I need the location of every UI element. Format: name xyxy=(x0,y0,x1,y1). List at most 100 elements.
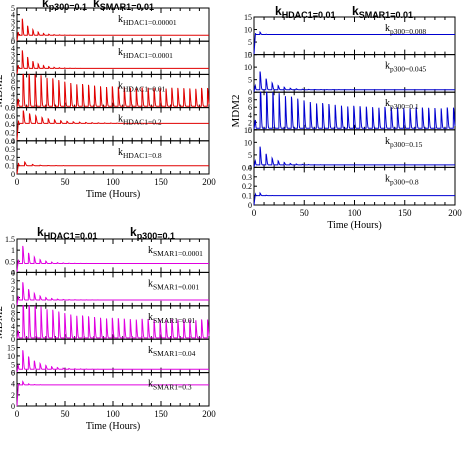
series-label: kHDAC1=0.0001 xyxy=(118,47,173,60)
series-label-subscript: SMAR1=0.001 xyxy=(153,282,199,291)
x-tick-label: 0 xyxy=(15,409,20,419)
x-tick-label: 200 xyxy=(202,409,216,419)
series-label-subscript: p300=0.15 xyxy=(390,140,423,149)
y-axis-label: MDM2 xyxy=(0,306,5,339)
series-label-symbol: k xyxy=(118,14,123,25)
y-tick-label: 2 xyxy=(11,57,15,66)
panel-header-label-subscript: p300=0.1 xyxy=(137,231,175,241)
y-axis-label: MDM2 xyxy=(230,94,242,127)
y-tick-label: 0.2 xyxy=(5,153,15,162)
panel-header-label-subscript: HDAC1=0.01 xyxy=(282,10,336,20)
y-tick-label: 0.4 xyxy=(5,120,15,129)
series-line xyxy=(16,282,209,306)
series-label: kSMAR1=0.04 xyxy=(148,345,196,358)
x-tick-label: 200 xyxy=(202,177,216,187)
series-label-subscript: HDAC1=0.2 xyxy=(123,118,162,127)
series-line xyxy=(16,245,209,273)
y-tick-label: 2 xyxy=(11,97,15,106)
x-tick-label: 0 xyxy=(15,177,20,187)
y-tick-label: 0 xyxy=(11,137,15,146)
y-tick-label: 10 xyxy=(244,138,252,147)
subplot-frame xyxy=(253,129,456,168)
series-label-symbol: k xyxy=(148,278,153,289)
subplot-5: 0 2 4 6 kSMAR1=0.3 xyxy=(11,369,210,411)
y-axis-label: MDM2 xyxy=(0,74,5,107)
panel-header-label-symbol: k xyxy=(37,225,44,239)
y-tick-label: 5 xyxy=(248,151,252,160)
series-label-subscript: p300=0.008 xyxy=(390,27,426,36)
series-label-symbol: k xyxy=(385,61,390,72)
panel-header-label-subscript: SMAR1=0.01 xyxy=(359,10,413,20)
subplot-4: 0 5 10 15 kp300=0.15 xyxy=(244,126,456,172)
y-tick-label: 0 xyxy=(248,126,252,135)
y-tick-label: 0.5 xyxy=(5,257,15,266)
series-line xyxy=(16,350,209,373)
series-label-symbol: k xyxy=(118,114,123,125)
series-line xyxy=(16,305,210,340)
y-tick-label: 0.2 xyxy=(5,129,15,138)
y-tick-label: 3 xyxy=(11,17,15,26)
series-label: kp300=0.15 xyxy=(385,136,423,149)
series-label: kp300=0.008 xyxy=(385,23,426,36)
series-label: kSMAR1=0.001 xyxy=(148,278,199,291)
y-tick-label: 4 xyxy=(248,111,252,120)
series-line xyxy=(16,110,209,141)
panel-header-label-subscript: p300=0.1 xyxy=(49,2,87,12)
y-tick-label: 4 xyxy=(11,268,15,277)
panel-header-label-symbol: k xyxy=(93,0,100,10)
series-line xyxy=(253,91,456,130)
y-tick-label: 0.2 xyxy=(242,182,252,191)
series-label-symbol: k xyxy=(385,136,390,147)
x-tick-label: 50 xyxy=(61,177,71,187)
y-tick-label: 6 xyxy=(248,103,252,112)
series-label-symbol: k xyxy=(148,379,153,390)
subplot-1: 0 5 10 15 kp300=0.008 xyxy=(244,13,456,60)
panel-header-label: kSMAR1=0.01 xyxy=(352,4,413,20)
series-label-symbol: k xyxy=(118,147,123,158)
y-tick-label: 6 xyxy=(11,369,15,378)
x-tick-label: 150 xyxy=(154,409,168,419)
chart-panel-2: kHDAC1=0.01 kSMAR1=0.01051015kp300=0.0080… xyxy=(230,4,462,231)
y-tick-label: 2 xyxy=(11,329,15,338)
series-label-subscript: SMAR1=0.3 xyxy=(153,383,192,392)
y-tick-label: 2 xyxy=(11,391,15,400)
panel-header-label: kSMAR1=0.01 xyxy=(93,0,154,12)
y-tick-label: 0 xyxy=(11,402,15,411)
y-tick-label: 6 xyxy=(11,84,15,93)
x-tick-label: 50 xyxy=(61,409,71,419)
series-line xyxy=(253,30,455,55)
series-label: kp300=0.045 xyxy=(385,61,426,74)
series-line xyxy=(16,160,209,175)
x-tick-label: 100 xyxy=(106,409,120,419)
series-line xyxy=(253,146,455,168)
y-tick-label: 4 xyxy=(11,380,15,389)
y-tick-label: 1.5 xyxy=(5,235,15,244)
y-tick-label: 0.3 xyxy=(5,145,15,154)
y-tick-label: 15 xyxy=(244,13,252,22)
x-tick-label: 100 xyxy=(348,208,362,218)
series-line xyxy=(16,50,209,75)
panel-header-label-symbol: k xyxy=(352,4,359,18)
y-tick-label: 4 xyxy=(11,44,15,53)
series-label-subscript: SMAR1=0.0001 xyxy=(153,249,203,258)
chart-panel-3: kHDAC1=0.01 kp300=0.100.511.5kSMAR1=0.000… xyxy=(0,225,216,432)
series-label-subscript: p300=0.8 xyxy=(390,177,419,186)
y-tick-label: 0.4 xyxy=(5,137,15,146)
y-tick-label: 5 xyxy=(11,4,15,13)
y-tick-label: 10 xyxy=(244,26,252,35)
series-label-symbol: k xyxy=(148,245,153,256)
y-tick-label: 1 xyxy=(11,293,15,302)
series-label: kHDAC1=0.2 xyxy=(118,114,162,127)
x-tick-label: 200 xyxy=(448,208,462,218)
y-tick-label: 0 xyxy=(248,51,252,60)
panel-header-label: kHDAC1=0.01 xyxy=(37,225,97,241)
x-tick-label: 50 xyxy=(300,208,310,218)
series-label: kp300=0.1 xyxy=(385,98,419,111)
y-tick-label: 2 xyxy=(11,24,15,33)
